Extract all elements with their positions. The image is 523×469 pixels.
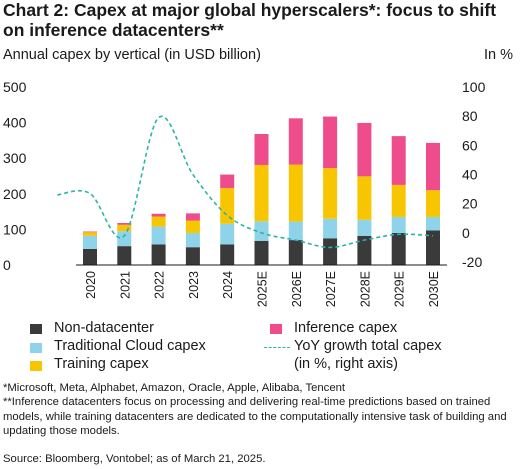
source-note: Source: Bloomberg, Vontobel; as of March… (3, 453, 266, 465)
left-tick-label: 0 (3, 257, 11, 273)
bar-segment-traditional-cloud (83, 235, 97, 249)
bar-segment-traditional-cloud (151, 226, 166, 245)
legend-swatch-inference (270, 324, 282, 334)
legend-swatch-yoy (264, 347, 290, 348)
x-tick-label: 2030E (427, 271, 441, 307)
x-tick-label: 2025E (256, 271, 270, 307)
bar-segment-training (357, 176, 372, 220)
bar-segment-traditional-cloud (357, 219, 372, 236)
legend-label-training: Training capex (54, 356, 149, 372)
left-tick-label: 500 (3, 79, 27, 95)
x-tick-label: 2022 (153, 271, 167, 299)
bar-segment-non-datacenter (288, 240, 303, 265)
x-tick-label: 2027E (324, 271, 338, 307)
bar-segment-training (426, 190, 440, 217)
right-tick-label: 60 (462, 137, 478, 153)
bar-segment-traditional-cloud (185, 232, 200, 248)
bar-segment-traditional-cloud (220, 223, 235, 245)
bar-segment-traditional-cloud (391, 216, 406, 233)
bar-segment-traditional-cloud (288, 221, 303, 241)
x-tick-label: 2020 (84, 271, 98, 299)
left-axis-label: Annual capex by vertical (in USD billion… (3, 47, 261, 63)
left-y-axis: 0 100 200 300 400 500 (3, 79, 27, 273)
right-tick-label: -20 (462, 254, 482, 270)
bar-segment-non-datacenter (357, 235, 372, 265)
right-tick-label: 100 (462, 79, 486, 95)
right-tick-label: 20 (462, 196, 478, 212)
legend-label-inference: Inference capex (294, 320, 398, 336)
yoy-growth-line (57, 115, 434, 249)
bar-segment-training (288, 164, 303, 222)
bar-segment-training (151, 216, 166, 227)
bar-segment-non-datacenter (117, 246, 132, 265)
bar-segment-inference (83, 231, 97, 233)
bar-segment-inference (323, 116, 338, 169)
bar-segment-inference (357, 122, 372, 177)
bar-segment-non-datacenter (220, 244, 235, 265)
x-tick-label: 2029E (393, 271, 407, 307)
bar-segment-non-datacenter (254, 240, 269, 265)
legend-label-yoy: YoY growth total capex (in %, right axis… (294, 338, 442, 372)
bar-segment-training (83, 232, 97, 236)
chart-legend: Non-datacenter Inference capex Traditional… (0, 318, 523, 380)
bar-segment-inference (288, 118, 303, 165)
right-tick-label: 40 (462, 167, 478, 183)
bar-segment-training (391, 184, 406, 217)
bar-segment-traditional-cloud (426, 216, 440, 231)
bar-segment-traditional-cloud (254, 221, 269, 241)
bar-segment-non-datacenter (185, 247, 200, 265)
bar-segment-inference (117, 222, 132, 225)
bar-segment-training (117, 224, 132, 232)
legend-swatch-non-datacenter (30, 324, 42, 334)
x-tick-label: 2021 (118, 271, 132, 299)
legend-label-non-datacenter: Non-datacenter (54, 320, 154, 336)
right-tick-label: 80 (462, 108, 478, 124)
x-tick-label: 2023 (187, 271, 201, 299)
bar-segment-non-datacenter (151, 244, 166, 265)
legend-swatch-training (30, 361, 42, 371)
left-tick-label: 400 (3, 115, 27, 131)
left-tick-label: 100 (3, 221, 27, 237)
legend-label-traditional-cloud: Traditional Cloud capex (54, 338, 206, 354)
x-tick-label: 2026E (290, 271, 304, 307)
bar-segment-non-datacenter (83, 248, 97, 265)
left-tick-label: 300 (3, 150, 27, 166)
footnote-definition: **Inference datacenters focus on process… (3, 396, 507, 437)
right-y-axis: -20 0 20 40 60 80 100 (462, 79, 486, 270)
bar-segment-inference (254, 133, 269, 165)
chart-title: Chart 2: Capex at major global hyperscal… (3, 0, 497, 40)
right-axis-label: In % (483, 47, 513, 63)
bar-segment-training (220, 188, 235, 224)
bar-segment-traditional-cloud (117, 231, 132, 247)
bar-segment-inference (426, 142, 440, 191)
bar-segment-training (185, 220, 200, 233)
bar-segment-traditional-cloud (323, 218, 338, 239)
bar-segment-non-datacenter (391, 232, 406, 265)
bar-segment-inference (185, 213, 200, 221)
bar-segment-non-datacenter (323, 238, 338, 265)
legend-swatch-traditional-cloud (30, 343, 42, 353)
bar-segment-training (254, 164, 269, 222)
bar-segment-inference (391, 136, 406, 185)
x-axis: 2020 2021 2022 2023 2024 2025E 2026E 2027E 2028E… (84, 271, 441, 307)
bar-segment-inference (220, 174, 235, 189)
bar-segment-non-datacenter (426, 230, 440, 265)
right-tick-label: 0 (462, 225, 470, 241)
footnote-companies: *Microsoft, Meta, Alphabet, Amazon, Orac… (3, 382, 346, 394)
stacked-bars (83, 116, 440, 265)
x-tick-label: 2028E (358, 271, 372, 307)
x-tick-label: 2024 (221, 271, 235, 299)
bar-segment-training (323, 168, 338, 219)
left-tick-label: 200 (3, 186, 27, 202)
bar-segment-inference (151, 213, 166, 217)
